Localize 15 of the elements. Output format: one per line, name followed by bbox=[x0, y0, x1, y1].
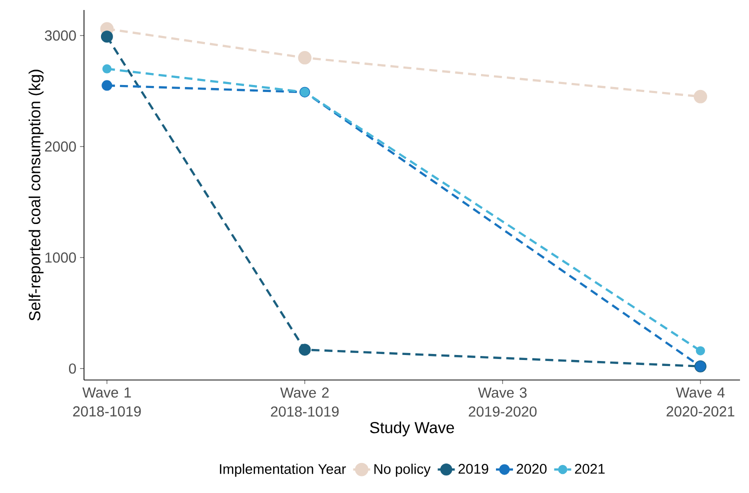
x-tick-label: Wave 4 2020-2021 bbox=[666, 388, 734, 417]
legend-label: 2019 bbox=[458, 464, 488, 474]
x-tick-label: Wave 2 2018-1019 bbox=[270, 388, 339, 417]
y-tick-label: 2000 bbox=[45, 141, 76, 152]
y-tick-label: 0 bbox=[69, 363, 76, 374]
x-axis-title: Study Wave bbox=[370, 422, 454, 436]
y-tick-label: 1000 bbox=[45, 252, 76, 263]
legend-label: 2020 bbox=[516, 464, 547, 474]
y-tick-label: 3000 bbox=[44, 30, 76, 41]
legend-label: No policy bbox=[374, 464, 431, 477]
legend-label: 2021 bbox=[574, 464, 605, 474]
legend-title: Implementation Year bbox=[220, 464, 346, 477]
x-tick-label: Wave 1 2018-1019 bbox=[73, 388, 141, 417]
x-tick-label: Wave 3 2019-2020 bbox=[468, 388, 537, 417]
y-axis-title: Self-reported coal consumption (kg) bbox=[28, 70, 44, 321]
